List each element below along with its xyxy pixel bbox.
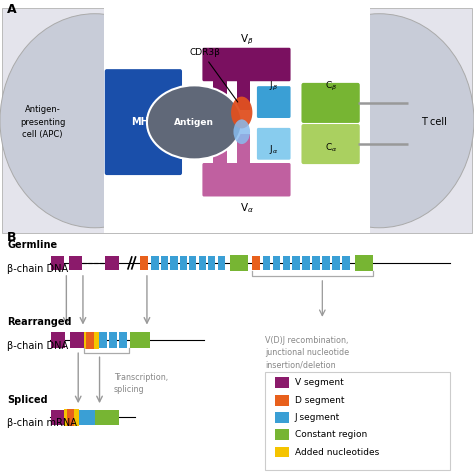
Text: β-chain mRNA: β-chain mRNA	[7, 418, 77, 429]
FancyBboxPatch shape	[252, 256, 260, 270]
FancyBboxPatch shape	[322, 256, 330, 270]
FancyBboxPatch shape	[292, 256, 300, 270]
Ellipse shape	[233, 119, 250, 144]
FancyBboxPatch shape	[87, 410, 95, 425]
FancyBboxPatch shape	[301, 124, 360, 164]
Text: Spliced: Spliced	[7, 395, 48, 405]
FancyBboxPatch shape	[257, 86, 291, 118]
Ellipse shape	[231, 97, 252, 128]
FancyBboxPatch shape	[257, 128, 291, 160]
FancyBboxPatch shape	[355, 255, 373, 271]
FancyBboxPatch shape	[74, 409, 79, 426]
Text: J$_\beta$: J$_\beta$	[269, 80, 278, 93]
FancyBboxPatch shape	[302, 256, 310, 270]
FancyBboxPatch shape	[230, 255, 248, 271]
FancyBboxPatch shape	[67, 409, 74, 426]
Ellipse shape	[147, 85, 242, 160]
FancyBboxPatch shape	[118, 332, 127, 348]
Text: J segment: J segment	[295, 413, 340, 422]
Text: T cell: T cell	[421, 118, 447, 127]
FancyBboxPatch shape	[202, 163, 291, 196]
FancyBboxPatch shape	[275, 447, 289, 457]
FancyBboxPatch shape	[51, 410, 64, 425]
FancyBboxPatch shape	[64, 409, 67, 426]
FancyBboxPatch shape	[69, 256, 82, 270]
FancyBboxPatch shape	[283, 256, 290, 270]
FancyBboxPatch shape	[84, 331, 86, 349]
FancyBboxPatch shape	[161, 256, 168, 270]
FancyBboxPatch shape	[218, 256, 225, 270]
FancyBboxPatch shape	[213, 78, 227, 110]
FancyBboxPatch shape	[105, 69, 182, 175]
FancyBboxPatch shape	[2, 8, 472, 233]
Text: V(D)J recombination,
junctional nucleotide
insertion/deletion: V(D)J recombination, junctional nucleoti…	[265, 336, 349, 370]
Text: V$_\beta$: V$_\beta$	[240, 33, 253, 47]
FancyBboxPatch shape	[86, 331, 94, 349]
FancyBboxPatch shape	[104, 8, 370, 233]
Text: B: B	[7, 231, 17, 244]
FancyBboxPatch shape	[342, 256, 350, 270]
FancyBboxPatch shape	[70, 332, 84, 348]
FancyBboxPatch shape	[94, 331, 99, 349]
Text: Transcription,
splicing: Transcription, splicing	[114, 372, 168, 394]
FancyBboxPatch shape	[312, 256, 320, 270]
Text: J$_\alpha$: J$_\alpha$	[269, 143, 278, 156]
Text: V$_\alpha$: V$_\alpha$	[239, 202, 254, 215]
FancyBboxPatch shape	[199, 256, 206, 270]
FancyBboxPatch shape	[265, 372, 450, 470]
FancyBboxPatch shape	[202, 48, 291, 81]
FancyBboxPatch shape	[263, 256, 270, 270]
Text: D segment: D segment	[295, 396, 344, 405]
FancyBboxPatch shape	[51, 256, 64, 270]
Text: Antigen-
presenting
cell (APC): Antigen- presenting cell (APC)	[20, 105, 65, 139]
Text: C$_\alpha$: C$_\alpha$	[325, 142, 337, 154]
FancyBboxPatch shape	[208, 256, 216, 270]
FancyBboxPatch shape	[275, 378, 289, 388]
Text: CDR3β: CDR3β	[190, 48, 238, 102]
Text: Germline: Germline	[7, 240, 57, 250]
FancyBboxPatch shape	[189, 256, 197, 270]
FancyBboxPatch shape	[170, 256, 177, 270]
FancyBboxPatch shape	[99, 332, 107, 348]
FancyBboxPatch shape	[140, 256, 148, 270]
Text: A: A	[7, 3, 17, 16]
FancyBboxPatch shape	[109, 332, 117, 348]
Text: β-chain DNA: β-chain DNA	[7, 341, 68, 351]
FancyBboxPatch shape	[237, 78, 250, 110]
FancyBboxPatch shape	[51, 332, 65, 348]
FancyBboxPatch shape	[180, 256, 187, 270]
FancyBboxPatch shape	[213, 135, 227, 165]
Text: Added nucleotides: Added nucleotides	[295, 447, 379, 456]
FancyBboxPatch shape	[275, 412, 289, 423]
Ellipse shape	[0, 14, 190, 228]
Ellipse shape	[284, 14, 474, 228]
FancyBboxPatch shape	[275, 429, 289, 440]
Text: C$_\beta$: C$_\beta$	[325, 80, 337, 93]
FancyBboxPatch shape	[275, 395, 289, 405]
FancyBboxPatch shape	[79, 410, 87, 425]
Text: Rearranged: Rearranged	[7, 318, 72, 328]
FancyBboxPatch shape	[301, 83, 360, 123]
FancyBboxPatch shape	[237, 135, 250, 165]
Text: β-chain DNA: β-chain DNA	[7, 264, 68, 274]
Text: Antigen: Antigen	[174, 118, 214, 127]
Text: MHC: MHC	[131, 118, 155, 127]
FancyBboxPatch shape	[151, 256, 158, 270]
FancyBboxPatch shape	[105, 256, 119, 270]
FancyBboxPatch shape	[273, 256, 280, 270]
Text: V segment: V segment	[295, 379, 344, 388]
FancyBboxPatch shape	[332, 256, 340, 270]
Text: Constant region: Constant region	[295, 430, 367, 439]
FancyBboxPatch shape	[130, 332, 150, 348]
FancyBboxPatch shape	[95, 410, 119, 425]
